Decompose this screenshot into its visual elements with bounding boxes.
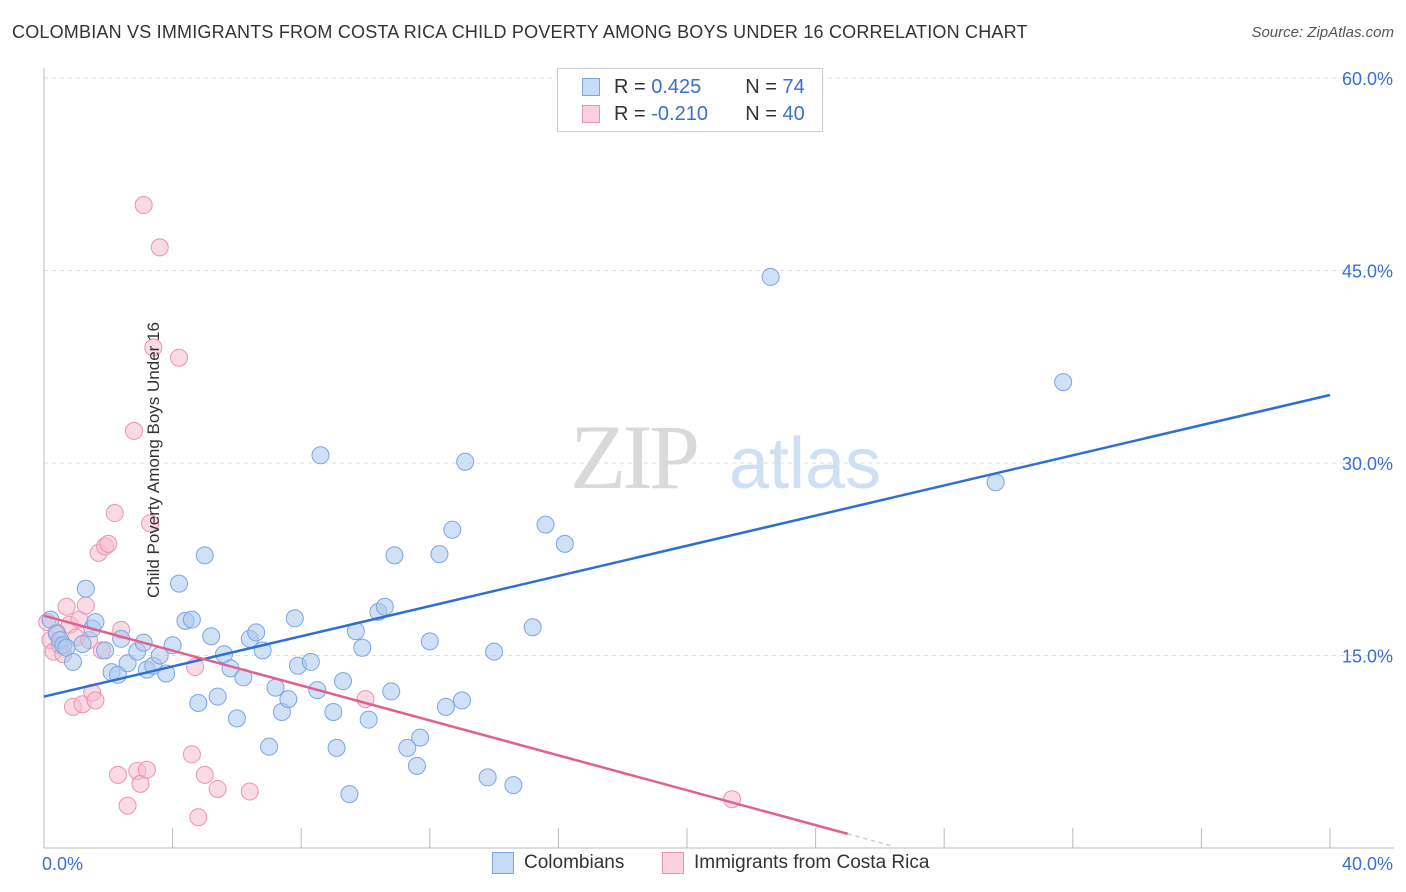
colombians-point: [485, 642, 504, 661]
costa-rica-point: [208, 779, 227, 798]
chart-title: COLOMBIAN VS IMMIGRANTS FROM COSTA RICA …: [12, 22, 1028, 42]
costa-rica-point: [240, 782, 259, 801]
colombians-point: [247, 623, 266, 642]
stats-legend-row-costa-rica: R = -0.210 N = 40: [582, 101, 805, 127]
y-tick-label: 30.0%: [1342, 454, 1393, 474]
colombians-point: [324, 702, 343, 721]
legend-item-costa-rica: Immigrants from Costa Rica: [662, 852, 929, 874]
colombians-point: [195, 546, 214, 565]
stats-legend-row-colombians: R = 0.425 N = 74: [582, 74, 805, 100]
costa-rica-point: [99, 534, 118, 553]
costa-rica-point: [76, 596, 95, 615]
source-label: Source: ZipAtlas.com: [1251, 24, 1394, 41]
r-value: 0.425: [651, 75, 702, 98]
colombians-point: [761, 267, 780, 286]
costa-rica-trend-extension: [847, 833, 893, 847]
costa-rica-point: [134, 196, 153, 215]
colombians-point: [202, 627, 221, 646]
n-value: 40: [782, 102, 805, 125]
colombians-point: [523, 618, 542, 637]
colombians-legend-icon: [492, 852, 514, 874]
colombians-point: [359, 710, 378, 729]
colombians-trend-line: [43, 393, 1331, 698]
colombians-point: [385, 546, 404, 565]
colombians-point: [311, 446, 330, 465]
y-tick-label: 45.0%: [1342, 262, 1393, 282]
costa-rica-point: [141, 514, 160, 533]
costa-rica-point: [137, 760, 156, 779]
colombians-point: [340, 785, 359, 804]
r-label: R =: [614, 75, 646, 98]
colombians-point: [96, 641, 115, 660]
colombians-point: [536, 515, 555, 534]
n-label: N =: [745, 75, 777, 98]
colombians-point: [420, 632, 439, 651]
r-label: R =: [614, 102, 646, 125]
colombians-point: [504, 776, 523, 795]
colombians-point: [1054, 373, 1073, 392]
colombians-point: [279, 690, 298, 709]
colombians-point: [430, 545, 449, 564]
legend-label: Immigrants from Costa Rica: [694, 852, 930, 873]
n-value: 74: [782, 75, 805, 98]
costa-rica-point: [108, 765, 127, 784]
colombians-point: [208, 687, 227, 706]
y-axis-label: Child Poverty Among Boys Under 16: [143, 322, 163, 598]
costa-rica-point: [170, 348, 189, 367]
colombians-swatch-icon: [582, 78, 600, 96]
costa-rica-point: [182, 745, 201, 764]
costa-rica-point: [195, 765, 214, 784]
y-tick-label: 15.0%: [1342, 647, 1393, 667]
costa-rica-point: [118, 796, 137, 815]
colombians-point: [382, 682, 401, 701]
colombians-point: [456, 452, 475, 471]
y-tick-label: 60.0%: [1342, 69, 1393, 89]
colombians-point: [285, 609, 304, 628]
watermark-zip: ZIP: [570, 406, 697, 508]
colombians-point: [452, 691, 471, 710]
costa-rica-point: [105, 504, 124, 523]
colombians-point: [407, 756, 426, 775]
colombians-point: [118, 654, 137, 673]
legend-item-colombians: Colombians: [492, 852, 624, 874]
costa-rica-point: [125, 421, 144, 440]
colombians-point: [411, 728, 430, 747]
costa-rica-legend-icon: [662, 852, 684, 874]
colombians-point: [227, 709, 246, 728]
colombians-point: [436, 697, 455, 716]
legend-label: Colombians: [524, 852, 625, 873]
costa-rica-swatch-icon: [582, 105, 600, 123]
colombians-point: [170, 574, 189, 593]
x-tick-label: 0.0%: [42, 854, 83, 874]
costa-rica-point: [144, 338, 163, 357]
colombians-point: [73, 634, 92, 653]
watermark-atlas: atlas: [729, 424, 881, 504]
colombians-point: [76, 579, 95, 598]
costa-rica-trend-line: [43, 614, 849, 836]
x-tick-label: 40.0%: [1342, 854, 1393, 874]
costa-rica-point: [189, 808, 208, 827]
colombians-point: [353, 638, 372, 657]
costa-rica-point: [150, 238, 169, 257]
colombians-point: [260, 737, 279, 756]
series-legend: Colombians Immigrants from Costa Rica: [0, 852, 1406, 878]
colombians-point: [398, 738, 417, 757]
colombians-point: [443, 520, 462, 539]
stats-legend: R = 0.425 N = 74 R = -0.210 N = 40: [557, 68, 823, 132]
colombians-point: [333, 672, 352, 691]
n-label: N =: [745, 102, 777, 125]
colombians-point: [986, 473, 1005, 492]
colombians-point: [478, 768, 497, 787]
colombians-point: [189, 693, 208, 712]
costa-rica-point: [57, 597, 76, 616]
colombians-point: [555, 534, 574, 553]
r-value: -0.210: [651, 102, 708, 125]
costa-rica-point: [86, 691, 105, 710]
colombians-point: [375, 597, 394, 616]
colombians-point: [327, 738, 346, 757]
colombians-point: [182, 610, 201, 629]
colombians-point: [301, 652, 320, 671]
colombians-point: [63, 652, 82, 671]
